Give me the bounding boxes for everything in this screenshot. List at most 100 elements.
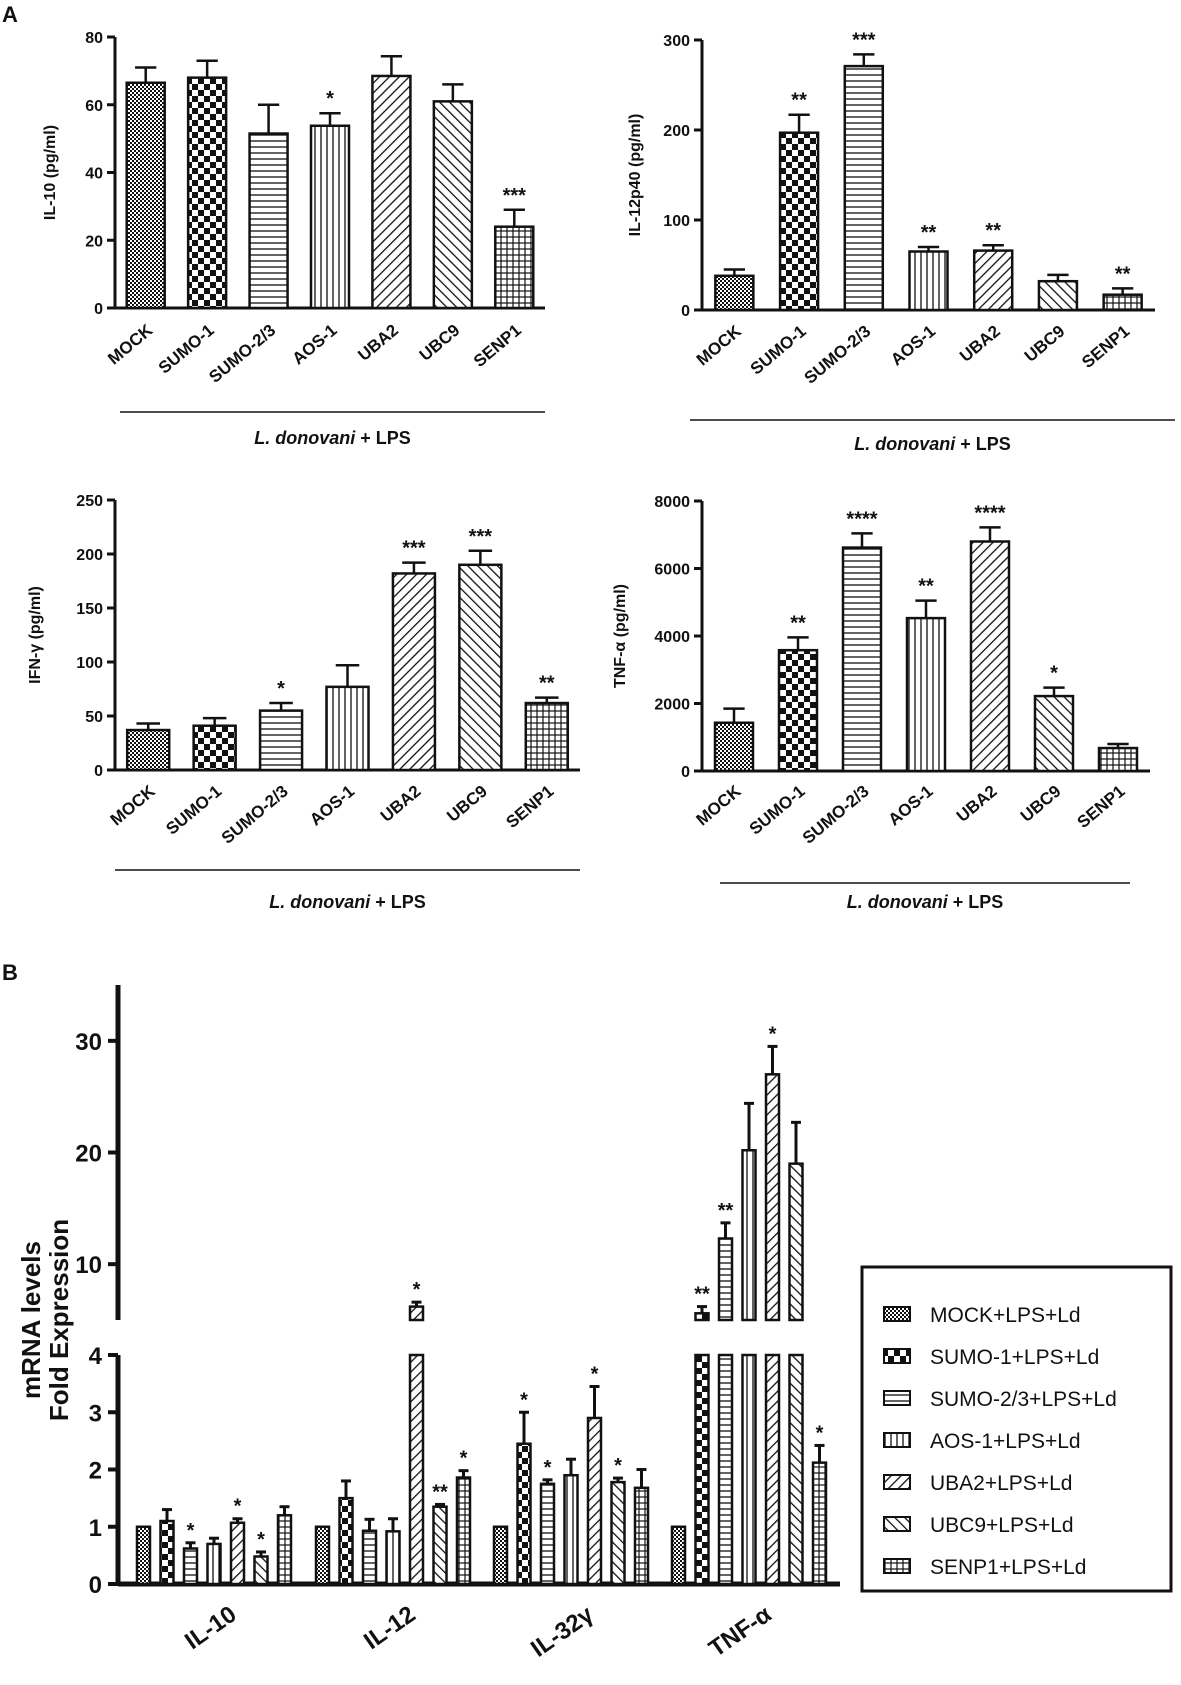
- y-tick-label: 8000: [654, 494, 690, 511]
- significance-mark: *: [326, 88, 334, 110]
- y-tick-label: 20: [85, 233, 103, 250]
- bar-ubc9-il32: [610, 1480, 626, 1586]
- bar-sumo-2-3-tnf-upper: [717, 1237, 734, 1322]
- legend-label: UBC9+LPS+Ld: [930, 1514, 1074, 1537]
- bar-ubc9: [458, 563, 503, 772]
- category-label: AOS-1: [885, 782, 937, 830]
- bar-sumo-1: [192, 724, 237, 772]
- ifng-chart: 0 50 100 150 200 250 IFN-γ (pg/ml) MOCK SUMO-1 * S…: [27, 493, 580, 912]
- bar-uba2-tnf-lower: [764, 1353, 781, 1586]
- bar-aos-1: [309, 124, 351, 310]
- category-label: SUMO-2/3: [205, 321, 279, 387]
- bar-senp1-il32: [633, 1486, 650, 1586]
- significance-mark: **: [432, 1481, 448, 1503]
- bar-sumo-1: [186, 76, 228, 310]
- bar-ubc9: [1037, 279, 1079, 312]
- bar-uba2: [969, 540, 1011, 773]
- bar-aos-1: [905, 616, 947, 773]
- group-label: L. donovani + LPS: [847, 892, 1004, 912]
- bar-sumo-1: [778, 131, 820, 312]
- category-label: SUMO-1: [747, 322, 810, 379]
- bar-mock-il32: [492, 1525, 509, 1586]
- category-label: UBC9: [443, 782, 491, 826]
- category-label: UBC9: [416, 321, 464, 365]
- y-tick-label: 150: [76, 601, 103, 618]
- bar-sumo-1: [777, 648, 819, 773]
- y-tick-label: 0: [89, 1572, 102, 1599]
- category-label: SENP1: [470, 321, 525, 371]
- bar-aos-1-il10: [206, 1542, 222, 1586]
- il12p40-chart: 0 100 200 300 IL-12p40 (pg/ml) MOCK ** SUMO-1 **…: [627, 29, 1175, 454]
- category-label: UBA2: [953, 782, 1001, 826]
- significance-mark: *: [234, 1496, 242, 1518]
- bar-sumo-1-tnf-lower: [694, 1353, 710, 1586]
- significance-mark: *: [614, 1455, 622, 1477]
- y-tick-label: 300: [663, 33, 690, 50]
- bar-sumo-1-tnf-upper: [694, 1312, 710, 1322]
- significance-mark: ***: [402, 538, 426, 560]
- bar-sumo-2-3: [248, 132, 289, 310]
- bar-aos-1-il32: [563, 1473, 579, 1586]
- significance-mark: **: [539, 673, 555, 695]
- bar-sumo-2-3: [841, 546, 883, 773]
- bar-mock-tnf: [670, 1525, 687, 1586]
- bar-mock: [713, 721, 755, 773]
- legend-label: SUMO-2/3+LPS+Ld: [930, 1388, 1117, 1411]
- y-tick-label: 4000: [654, 629, 690, 646]
- significance-mark: *: [591, 1363, 599, 1385]
- bar-sumo-2-3: [843, 64, 885, 312]
- significance-mark: *: [544, 1457, 552, 1479]
- y-tick-label: 100: [76, 655, 103, 672]
- bar-senp1-tnf: [811, 1461, 828, 1586]
- legend-label: MOCK+LPS+Ld: [930, 1304, 1081, 1327]
- y-tick-label: 0: [94, 763, 103, 780]
- y-tick-label: 60: [85, 98, 103, 115]
- y-tick-label: 4: [89, 1343, 103, 1370]
- significance-mark: *: [769, 1023, 777, 1045]
- bar-aos-1: [325, 685, 370, 772]
- significance-mark: **: [791, 90, 807, 112]
- tnfa-chart: 0 2000 4000 6000 8000 TNF-α (pg/ml) MOCK ** SUMO…: [612, 494, 1150, 912]
- y-tick-label: 0: [94, 301, 103, 318]
- panel-b-label: B: [2, 960, 18, 985]
- bar-mock: [714, 274, 755, 312]
- bar-mock-il12: [314, 1525, 331, 1586]
- panel-a-label: A: [2, 2, 18, 27]
- category-label: UBC9: [1021, 322, 1069, 366]
- category-label: IL-32γ: [526, 1600, 599, 1662]
- bar-senp1-il12: [455, 1476, 472, 1586]
- significance-mark: *: [277, 678, 285, 700]
- group-label: L. donovani + LPS: [254, 428, 411, 448]
- legend-label: UBA2+LPS+Ld: [930, 1472, 1072, 1495]
- bar-sumo-2-3-il10: [182, 1547, 199, 1586]
- significance-mark: *: [816, 1422, 824, 1444]
- y-tick-label: 250: [76, 493, 103, 510]
- y-tick-label: 10: [75, 1252, 102, 1279]
- significance-mark: **: [918, 576, 934, 598]
- category-label: UBA2: [377, 782, 425, 826]
- significance-mark: *: [1050, 663, 1058, 685]
- bar-ubc9-il12: [432, 1505, 448, 1586]
- significance-mark: ***: [852, 29, 876, 51]
- legend-label: SUMO-1+LPS+Ld: [930, 1346, 1099, 1369]
- category-label: TNF-α: [704, 1601, 777, 1663]
- bar-ubc9: [432, 100, 474, 310]
- y-tick-label: 40: [85, 166, 103, 183]
- bar-ubc9: [1033, 694, 1075, 773]
- bar-aos-1-il12: [385, 1530, 401, 1586]
- bar-sumo-2-3-il32: [539, 1482, 556, 1586]
- bar-aos-1-tnf-upper: [741, 1149, 757, 1322]
- legend-swatch: [883, 1390, 911, 1406]
- y-axis-label: IL-12p40 (pg/ml): [627, 114, 644, 237]
- bar-ubc9-tnf-upper: [788, 1162, 804, 1322]
- bar-mock-il10: [135, 1525, 152, 1586]
- y-axis-label: Fold Expression: [44, 1219, 74, 1421]
- bar-uba2-il12-lower: [408, 1353, 425, 1586]
- legend-label: AOS-1+LPS+Ld: [930, 1430, 1081, 1453]
- y-tick-label: 80: [85, 30, 103, 47]
- bar-ubc9-tnf-lower: [788, 1353, 804, 1586]
- y-tick-label: 0: [681, 303, 690, 320]
- bar-mock: [125, 81, 166, 310]
